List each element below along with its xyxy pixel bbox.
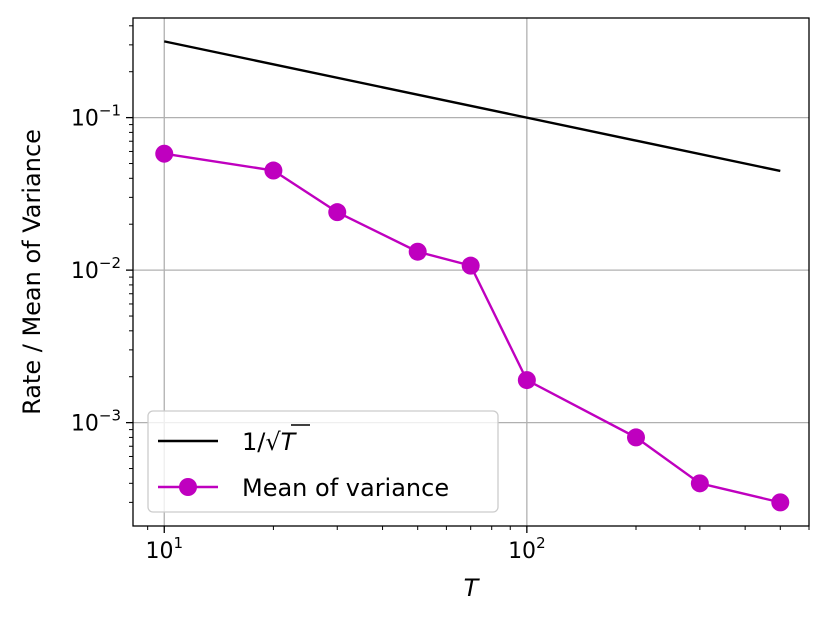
data-point-series-1 <box>328 203 347 222</box>
legend: 1/√T Mean of variance <box>147 410 499 513</box>
y-tick-label-base: 10 <box>71 107 99 132</box>
legend-label-series-0-main: 1/√ <box>242 428 281 456</box>
data-point-series-1 <box>155 144 174 163</box>
y-tick-label-base: 10 <box>71 412 99 437</box>
y-tick-label: 10−3 <box>71 407 121 437</box>
data-point-series-1 <box>408 242 427 261</box>
x-tick-label-exponent: 1 <box>173 534 183 552</box>
x-axis-label: T <box>464 574 481 602</box>
legend-label-series-1: Mean of variance <box>242 474 449 502</box>
y-tick-label-exponent: −3 <box>99 407 121 425</box>
series-line-0 <box>164 40 781 173</box>
legend-box <box>147 410 499 513</box>
series-layer <box>155 40 790 512</box>
y-tick-label-exponent: −2 <box>99 254 121 272</box>
data-point-series-1 <box>461 256 480 275</box>
x-tick-label: 102 <box>508 534 546 564</box>
legend-label-series-0-var: T <box>281 428 298 456</box>
y-tick-label: 10−2 <box>71 254 121 284</box>
data-point-series-1 <box>690 474 709 493</box>
x-tick-label: 101 <box>145 534 183 564</box>
x-tick-label-base: 10 <box>145 539 173 564</box>
data-point-series-1 <box>626 428 645 447</box>
data-point-series-1 <box>264 161 283 180</box>
legend-swatch-marker-series-1 <box>179 478 197 496</box>
y-tick-label-exponent: −1 <box>99 102 121 120</box>
x-tick-label-base: 10 <box>508 539 536 564</box>
y-axis-label: Rate / Mean of Variance <box>18 129 46 415</box>
y-tick-label-base: 10 <box>71 259 99 284</box>
legend-label-series-0: 1/√T <box>242 428 298 456</box>
data-point-series-1 <box>517 371 536 390</box>
x-tick-label-exponent: 2 <box>536 534 546 552</box>
y-tick-label: 10−1 <box>71 102 121 132</box>
data-point-series-1 <box>771 493 790 512</box>
